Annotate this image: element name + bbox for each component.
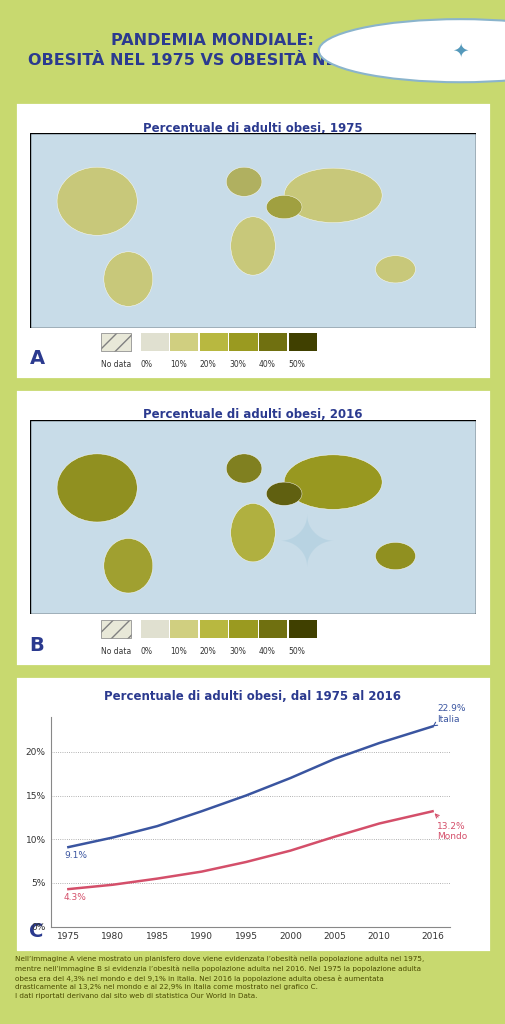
Ellipse shape bbox=[266, 482, 301, 506]
Text: 50%: 50% bbox=[288, 360, 305, 369]
Text: ✦: ✦ bbox=[451, 41, 468, 60]
Text: C: C bbox=[29, 923, 44, 941]
Ellipse shape bbox=[57, 454, 137, 522]
Circle shape bbox=[318, 19, 505, 82]
Text: 40%: 40% bbox=[259, 647, 275, 655]
FancyBboxPatch shape bbox=[229, 333, 257, 351]
Text: 10%: 10% bbox=[170, 647, 187, 655]
FancyBboxPatch shape bbox=[199, 333, 228, 351]
Ellipse shape bbox=[266, 196, 301, 219]
Text: 9.1%: 9.1% bbox=[64, 851, 87, 859]
Text: 0%: 0% bbox=[140, 360, 153, 369]
Text: 30%: 30% bbox=[229, 647, 246, 655]
Text: 0%: 0% bbox=[140, 647, 153, 655]
Text: ✦: ✦ bbox=[277, 513, 335, 580]
Text: 22.9%
Italia: 22.9% Italia bbox=[433, 705, 465, 726]
FancyBboxPatch shape bbox=[140, 620, 169, 638]
FancyBboxPatch shape bbox=[170, 333, 198, 351]
Text: PANDEMIA MONDIALE:
OBESITÀ NEL 1975 VS OBESITÀ NEL 2016: PANDEMIA MONDIALE: OBESITÀ NEL 1975 VS O… bbox=[28, 34, 396, 68]
Text: Percentuale di adulti obesi, dal 1975 al 2016: Percentuale di adulti obesi, dal 1975 al… bbox=[105, 690, 400, 702]
Text: B: B bbox=[29, 636, 44, 654]
Text: 10%: 10% bbox=[170, 360, 187, 369]
Text: Percentuale di adulti obesi, 2016: Percentuale di adulti obesi, 2016 bbox=[143, 409, 362, 422]
Text: A: A bbox=[29, 349, 44, 368]
FancyBboxPatch shape bbox=[30, 133, 475, 328]
Text: 20%: 20% bbox=[199, 360, 216, 369]
Text: No data: No data bbox=[100, 647, 131, 655]
FancyBboxPatch shape bbox=[259, 333, 287, 351]
Ellipse shape bbox=[104, 539, 153, 593]
Ellipse shape bbox=[284, 455, 381, 509]
Text: 4.3%: 4.3% bbox=[64, 893, 87, 901]
FancyBboxPatch shape bbox=[288, 620, 316, 638]
Ellipse shape bbox=[226, 167, 262, 197]
Text: Percentuale di adulti obesi, 1975: Percentuale di adulti obesi, 1975 bbox=[143, 122, 362, 135]
FancyBboxPatch shape bbox=[229, 620, 257, 638]
Text: 20%: 20% bbox=[199, 647, 216, 655]
FancyBboxPatch shape bbox=[288, 333, 316, 351]
Text: 13.2%
Mondo: 13.2% Mondo bbox=[434, 814, 466, 841]
Text: 50%: 50% bbox=[288, 647, 305, 655]
FancyBboxPatch shape bbox=[170, 620, 198, 638]
Text: Nell’immagine A viene mostrato un planisfero dove viene evidenzata l’obesità nel: Nell’immagine A viene mostrato un planis… bbox=[15, 956, 424, 998]
Text: 40%: 40% bbox=[259, 360, 275, 369]
Ellipse shape bbox=[230, 504, 275, 562]
FancyBboxPatch shape bbox=[30, 420, 475, 614]
Ellipse shape bbox=[230, 217, 275, 275]
Ellipse shape bbox=[104, 252, 153, 306]
FancyBboxPatch shape bbox=[259, 620, 287, 638]
Ellipse shape bbox=[57, 167, 137, 236]
Text: No data: No data bbox=[100, 360, 131, 369]
FancyBboxPatch shape bbox=[101, 620, 130, 638]
Ellipse shape bbox=[375, 543, 415, 569]
Ellipse shape bbox=[284, 168, 381, 222]
FancyBboxPatch shape bbox=[101, 333, 130, 351]
FancyBboxPatch shape bbox=[199, 620, 228, 638]
Ellipse shape bbox=[375, 256, 415, 283]
FancyBboxPatch shape bbox=[140, 333, 169, 351]
Ellipse shape bbox=[226, 454, 262, 483]
Text: 30%: 30% bbox=[229, 360, 246, 369]
